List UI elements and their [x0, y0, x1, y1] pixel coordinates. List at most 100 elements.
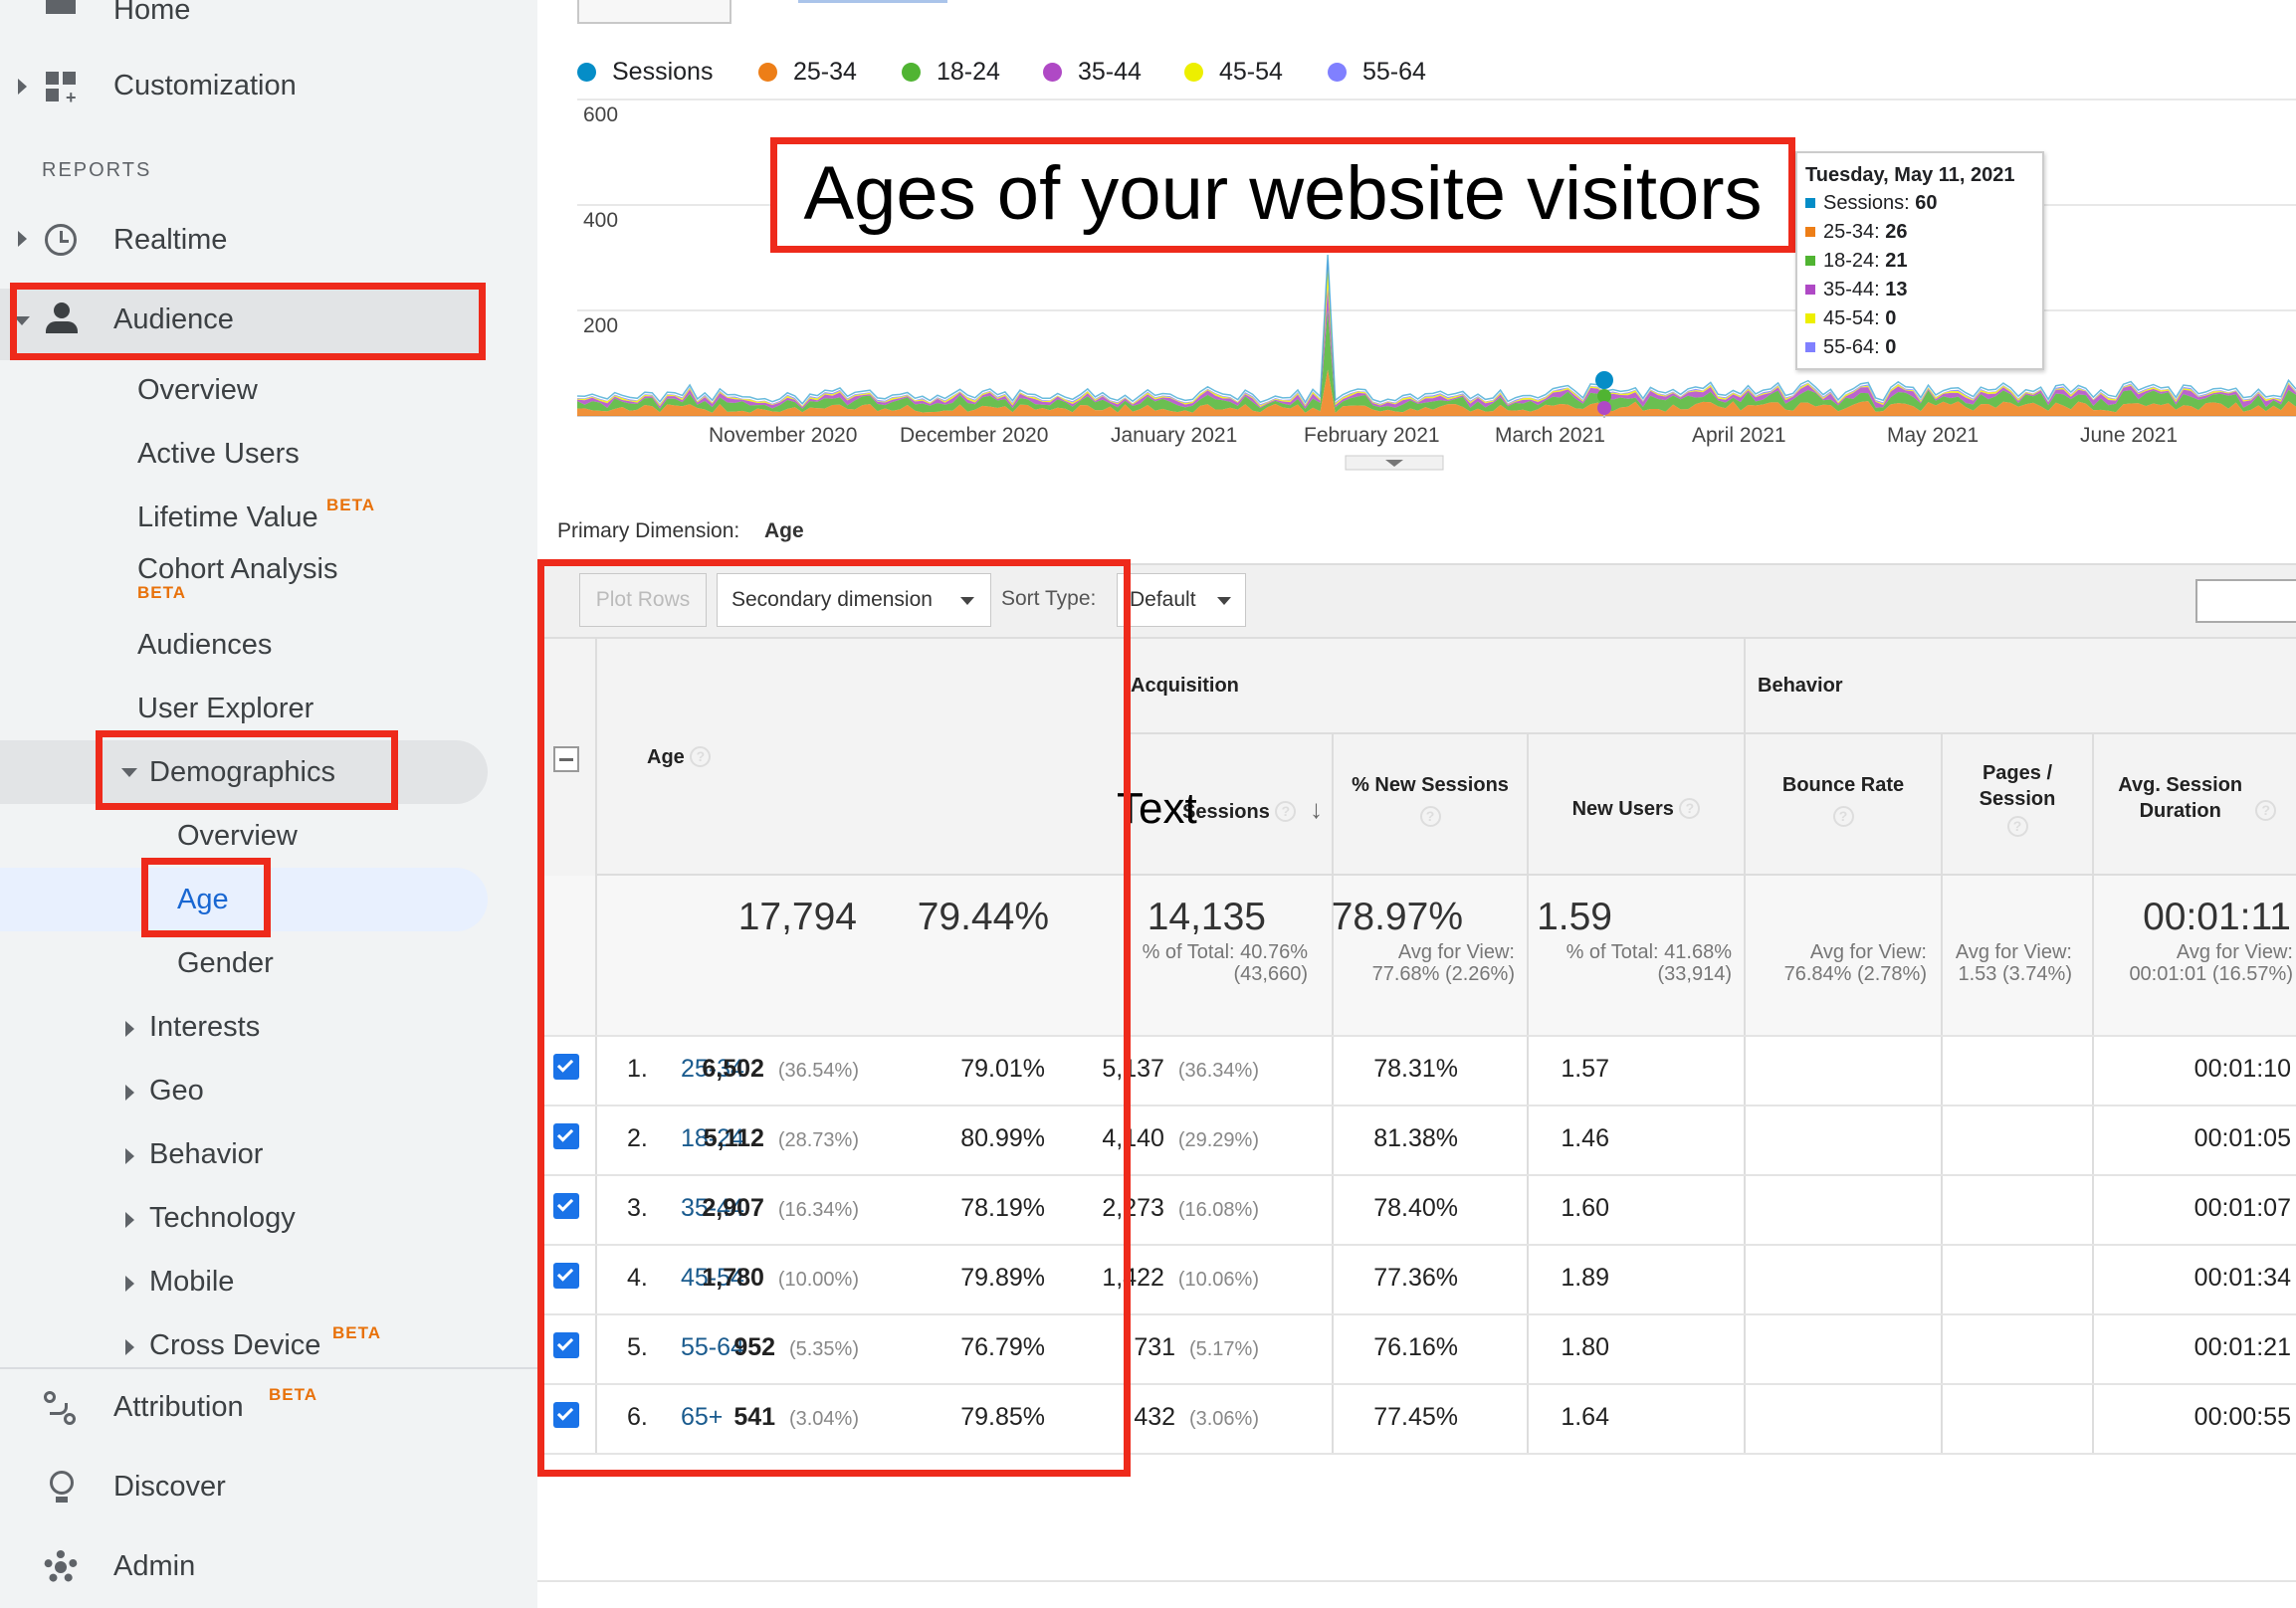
- row-pages-session: 1.60: [1561, 1194, 1609, 1222]
- chevron-right-icon[interactable]: [18, 79, 27, 95]
- select-metric-link[interactable]: [798, 0, 947, 3]
- tooltip-row: 35-44: 13: [1805, 276, 2034, 304]
- row-checkbox[interactable]: [553, 1332, 579, 1358]
- secondary-dimension-label: Secondary dimension: [731, 588, 933, 611]
- sidebar-item-cross-device[interactable]: Cross Device: [149, 1329, 321, 1361]
- row-new-users: 731 (5.17%): [1134, 1333, 1259, 1361]
- row-checkbox[interactable]: [553, 1263, 579, 1289]
- chevron-right-icon[interactable]: [125, 1085, 134, 1101]
- total-new-sessions: 79.44%: [917, 896, 1049, 938]
- chevron-down-icon[interactable]: [121, 768, 137, 777]
- col-avg-session-duration[interactable]: Avg. Session Duration ?: [2094, 772, 2293, 824]
- sidebar-item-interests[interactable]: Interests: [149, 1011, 261, 1043]
- table-row[interactable]: 6. 65+ 541 (3.04%) 79.85% 432 (3.06%) 77.45% 1…: [537, 1383, 2296, 1453]
- help-icon[interactable]: ?: [2255, 800, 2277, 821]
- total-sessions: 17,794: [737, 896, 857, 938]
- sidebar-item-attribution[interactable]: Attribution: [113, 1391, 244, 1423]
- sidebar-item-audience[interactable]: [0, 289, 486, 360]
- row-index: 3.: [627, 1194, 648, 1222]
- row-sessions: 2,907 (16.34%): [702, 1194, 859, 1222]
- sidebar-item-home[interactable]: Home: [113, 0, 191, 26]
- row-new-sessions: 76.79%: [960, 1333, 1045, 1361]
- tooltip-row: 25-34: 26: [1805, 218, 2034, 247]
- metric-dropdown[interactable]: [577, 0, 731, 24]
- table-row[interactable]: 3. 35-44 2,907 (16.34%) 78.19% 2,273 (16.08%…: [537, 1174, 2296, 1244]
- select-all-checkbox[interactable]: [553, 746, 579, 772]
- row-index: 6.: [627, 1403, 648, 1431]
- chevron-right-icon[interactable]: [125, 1148, 134, 1164]
- row-age-link[interactable]: 25-34: [681, 1055, 744, 1083]
- row-bounce-rate: 77.36%: [1373, 1264, 1458, 1292]
- plot-rows-button[interactable]: Plot Rows: [579, 573, 707, 627]
- row-age-link[interactable]: 55-64: [681, 1333, 744, 1361]
- sidebar-item-behavior[interactable]: Behavior: [149, 1138, 264, 1170]
- row-sessions: 5,112 (28.73%): [703, 1124, 859, 1152]
- table-search-input[interactable]: [2195, 579, 2296, 623]
- help-icon[interactable]: ?: [690, 746, 712, 767]
- sort-type-dropdown[interactable]: Default: [1117, 573, 1246, 627]
- sidebar-item-demographics[interactable]: [0, 740, 488, 804]
- sidebar-item-overview[interactable]: Overview: [137, 374, 258, 406]
- col-new-sessions[interactable]: % New Sessions?: [1334, 772, 1527, 830]
- total-sessions-sub: % of Total: 40.76% (43,660): [1142, 941, 1308, 985]
- sidebar-item-demographics-label: Demographics: [149, 756, 335, 788]
- table-row[interactable]: 4. 45-54 1,780 (10.00%) 79.89% 1,422 (10.06%…: [537, 1244, 2296, 1313]
- row-age-link[interactable]: 18-24: [681, 1124, 744, 1152]
- sidebar-item-lifetime-value[interactable]: Lifetime Value: [137, 502, 318, 533]
- sidebar-item-age[interactable]: [0, 868, 488, 931]
- help-icon[interactable]: ?: [1832, 806, 1854, 827]
- legend-dot: [758, 63, 777, 82]
- x-tick-label: February 2021: [1304, 424, 1440, 447]
- sidebar-item-mobile[interactable]: Mobile: [149, 1266, 235, 1298]
- row-checkbox[interactable]: [553, 1402, 579, 1428]
- sidebar-item-technology[interactable]: Technology: [149, 1202, 296, 1234]
- table-row[interactable]: 5. 55-64 952 (5.35%) 76.79% 731 (5.17%) 76.16…: [537, 1313, 2296, 1383]
- row-age-link[interactable]: 65+: [681, 1403, 724, 1431]
- col-pages-session[interactable]: Pages / Session?: [1943, 760, 2092, 840]
- secondary-dimension-dropdown[interactable]: Secondary dimension: [717, 573, 991, 627]
- help-icon[interactable]: ?: [2006, 816, 2028, 837]
- chevron-right-icon[interactable]: [125, 1276, 134, 1292]
- sidebar-item-user-explorer[interactable]: User Explorer: [137, 693, 314, 724]
- row-index: 4.: [627, 1264, 648, 1292]
- chevron-right-icon[interactable]: [125, 1212, 134, 1228]
- col-bounce-rate[interactable]: Bounce Rate?: [1746, 772, 1941, 830]
- sidebar-item-geo[interactable]: Geo: [149, 1075, 204, 1106]
- sidebar-item-audiences[interactable]: Audiences: [137, 629, 273, 661]
- sidebar-item-admin[interactable]: Admin: [113, 1550, 196, 1582]
- help-icon[interactable]: ?: [1679, 798, 1701, 819]
- sort-desc-icon[interactable]: ↓: [1309, 794, 1323, 824]
- table-row[interactable]: 2. 18-24 5,112 (28.73%) 80.99% 4,140 (29.29%…: [537, 1105, 2296, 1174]
- primary-dimension-age[interactable]: Age: [764, 519, 804, 542]
- col-sessions[interactable]: Sessions ? ↓: [1182, 794, 1323, 824]
- legend-18-24: 18-24: [902, 58, 1000, 87]
- sidebar-item-gender[interactable]: Gender: [177, 947, 274, 979]
- row-age-link[interactable]: 45-54: [681, 1264, 744, 1292]
- chevron-right-icon[interactable]: [125, 1021, 134, 1037]
- sidebar-item-demographics-overview[interactable]: Overview: [177, 820, 298, 852]
- sidebar-item-customization[interactable]: Customization: [113, 70, 297, 101]
- help-icon[interactable]: ?: [1419, 806, 1441, 827]
- person-icon: [46, 302, 78, 336]
- help-icon[interactable]: ?: [1275, 801, 1297, 822]
- row-age-link[interactable]: 35-44: [681, 1194, 744, 1222]
- row-checkbox[interactable]: [553, 1054, 579, 1080]
- col-new-users[interactable]: New Users ?: [1529, 796, 1744, 822]
- series-area: [577, 369, 2296, 416]
- chevron-right-icon[interactable]: [18, 231, 27, 247]
- sidebar-item-discover[interactable]: Discover: [113, 1471, 226, 1503]
- row-bounce-rate: 76.16%: [1373, 1333, 1458, 1361]
- header-divider: [1129, 732, 2296, 734]
- row-checkbox[interactable]: [553, 1193, 579, 1219]
- total-new-users-sub: % of Total: 41.68% (33,914): [1565, 941, 1732, 985]
- row-divider: [537, 1105, 2296, 1106]
- col-age[interactable]: Age ?: [647, 744, 712, 770]
- sidebar-item-realtime[interactable]: Realtime: [113, 224, 228, 256]
- table-row[interactable]: 1. 25-34 6,502 (36.54%) 79.01% 5,137 (36.34%…: [537, 1035, 2296, 1105]
- beta-badge: BETA: [269, 1385, 318, 1404]
- chevron-down-icon[interactable]: [14, 316, 30, 325]
- sidebar-item-active-users[interactable]: Active Users: [137, 438, 300, 470]
- chevron-right-icon[interactable]: [125, 1339, 134, 1355]
- row-checkbox[interactable]: [553, 1123, 579, 1149]
- sidebar-item-cohort-analysis[interactable]: Cohort Analysis: [137, 553, 338, 585]
